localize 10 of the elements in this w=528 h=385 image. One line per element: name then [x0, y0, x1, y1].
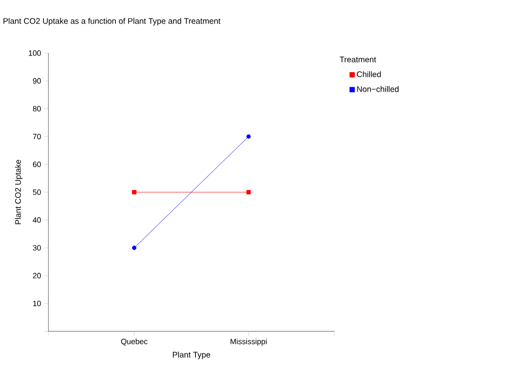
point: [246, 134, 251, 139]
legend-title: Treatment: [340, 56, 376, 62]
y-axis-title: Plant CO2 Uptake: [14, 160, 22, 224]
point: [132, 190, 136, 194]
point: [132, 246, 136, 250]
chart-title: Plant CO2 Uptake as a function of Plant Type and Treatment: [4, 18, 220, 26]
point: [246, 190, 251, 194]
legend-label: Non−chilled: [357, 86, 399, 92]
legend-label: Chilled: [356, 71, 381, 78]
x-axis-title: Plant Type: [172, 351, 210, 360]
